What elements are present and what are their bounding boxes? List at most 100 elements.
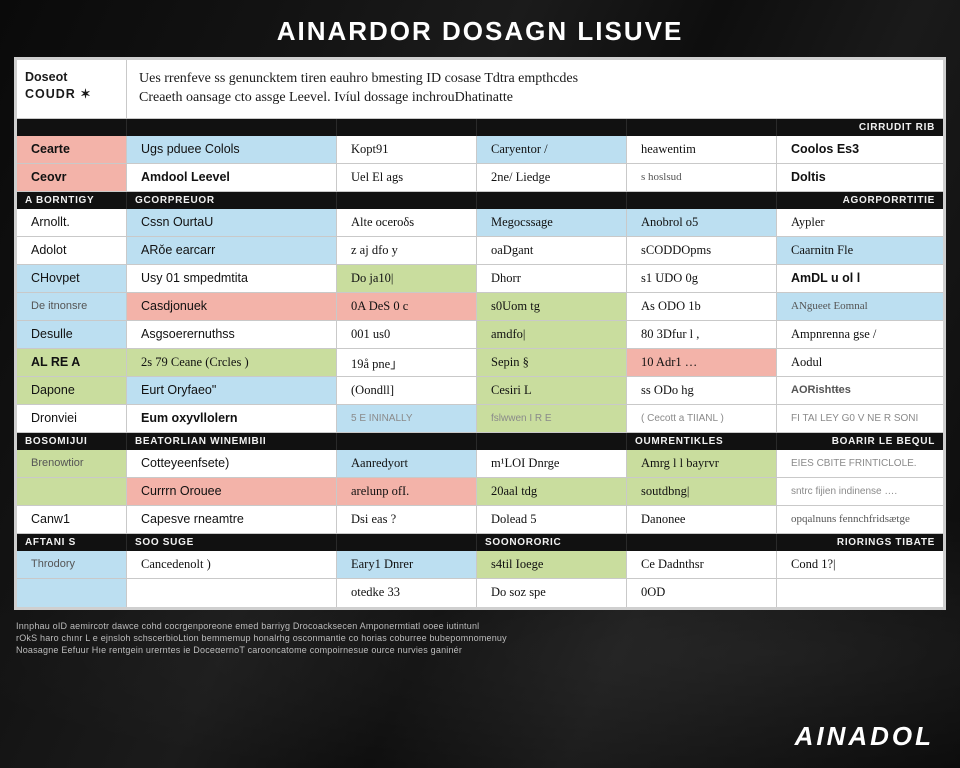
section-header-cell: CIRRUDIT RIB bbox=[777, 119, 943, 136]
section-header-cell bbox=[477, 192, 627, 209]
section-header-cell: OUMRENTIKLES bbox=[627, 433, 777, 450]
table-cell: Adolot bbox=[17, 237, 127, 264]
table-cell: EIES CBITE FRINTICLOLE. bbox=[777, 450, 943, 477]
table-cell: Do soz spe bbox=[477, 579, 627, 607]
table-cell: Alte oceroδs bbox=[337, 209, 477, 236]
table-cell: ( Cecott a TIIANL ) bbox=[627, 405, 777, 432]
table-cell: Amdool Leevel bbox=[127, 164, 337, 191]
table-row: ThrodoryCancedenolt )Eary1 Dnrers4til Io… bbox=[17, 551, 943, 579]
table-cell: Arnollt. bbox=[17, 209, 127, 236]
table-cell: (Oondll] bbox=[337, 377, 477, 404]
table-cell: As ODO 1b bbox=[627, 293, 777, 320]
table-cell: 0OD bbox=[627, 579, 777, 607]
table-row: Canw1Capesve rneamtreDsi eas ?Dolead 5Da… bbox=[17, 506, 943, 534]
section-header-cell bbox=[627, 192, 777, 209]
table-cell: Eurt Oryfaeo" bbox=[127, 377, 337, 404]
table-cell: otedke 33 bbox=[337, 579, 477, 607]
table-cell: 20aal tdg bbox=[477, 478, 627, 505]
table-cell: s4til Ioege bbox=[477, 551, 627, 578]
table-cell: Sepin § bbox=[477, 349, 627, 376]
section-header-cell: Bosomijui bbox=[17, 433, 127, 450]
table-cell: 001 us0 bbox=[337, 321, 477, 348]
section-header: CIRRUDIT RIB bbox=[17, 119, 943, 136]
table-cell: Dapone bbox=[17, 377, 127, 404]
table-cell: sntrc fijien indinense …. bbox=[777, 478, 943, 505]
table-cell: ss ODo hg bbox=[627, 377, 777, 404]
table-row: CeovrAmdool LeevelUel El ags2ne/ Liedges… bbox=[17, 164, 943, 192]
table-cell: Coolos Es3 bbox=[777, 136, 943, 163]
table-cell bbox=[17, 579, 127, 607]
table-row: CHovpetUsy 01 smpedmtitaDo ja10|Dhorrs1 … bbox=[17, 265, 943, 293]
table-cell: opqalnuns fennchfridsætge bbox=[777, 506, 943, 533]
table-cell: Caryentor / bbox=[477, 136, 627, 163]
table-cell bbox=[777, 579, 943, 607]
table-cell: Desulle bbox=[17, 321, 127, 348]
table-cell: ANgueet Eomnal bbox=[777, 293, 943, 320]
section-header-cell bbox=[627, 119, 777, 136]
table-cell: Capesve rneamtre bbox=[127, 506, 337, 533]
table-cell bbox=[127, 579, 337, 607]
table-row: CearteUgs pduee CololsKopt91Caryentor /h… bbox=[17, 136, 943, 164]
table-cell: AmDL u ol l bbox=[777, 265, 943, 292]
table-cell: 5 E ININALLY bbox=[337, 405, 477, 432]
table-cell: De itnonsre bbox=[17, 293, 127, 320]
table-cell: Kopt91 bbox=[337, 136, 477, 163]
table-cell: Amrg l l bayrvr bbox=[627, 450, 777, 477]
table-cell: Dronviei bbox=[17, 405, 127, 432]
table-row: Currrn Oroueearelunp ofI.20aal tdgsoutdb… bbox=[17, 478, 943, 506]
table-cell: Throdory bbox=[17, 551, 127, 578]
section-header: BosomijuiBEATORLIAN WINEMIBIIOUMRENTIKLE… bbox=[17, 433, 943, 450]
section-header-cell bbox=[477, 119, 627, 136]
table-cell: 10 Adr1 … bbox=[627, 349, 777, 376]
table-row: AdolotARǒe earcarrz aj dfo yoaDgantsCODD… bbox=[17, 237, 943, 265]
table-cell: Ceovr bbox=[17, 164, 127, 191]
footer-line: Innphau oID aemircotr dawce cohd cocrgen… bbox=[16, 620, 944, 632]
table-cell: s0Uom tg bbox=[477, 293, 627, 320]
section-header-cell bbox=[627, 534, 777, 551]
table-row: DaponeEurt Oryfaeo"(Oondll]Cesiri Lss OD… bbox=[17, 377, 943, 405]
table-cell: Doltis bbox=[777, 164, 943, 191]
table-cell: CHovpet bbox=[17, 265, 127, 292]
table-cell: Usy 01 smpedmtita bbox=[127, 265, 337, 292]
section-header-cell bbox=[337, 433, 477, 450]
table-cell: m¹LOI Dnrge bbox=[477, 450, 627, 477]
table-cell: Ce Dadnthsr bbox=[627, 551, 777, 578]
table-cell: amdfo| bbox=[477, 321, 627, 348]
table-cell: Casdjonuek bbox=[127, 293, 337, 320]
table-cell: 0A DeS 0 c bbox=[337, 293, 477, 320]
section-header-cell: SOO SUGE bbox=[127, 534, 337, 551]
table-cell: Uel El ags bbox=[337, 164, 477, 191]
table-row: AL RE A2s 79 Ceane (Crcles )19å pne」Sepi… bbox=[17, 349, 943, 377]
intro-right-1: Ues rrenfeve ss genuncktem tiren eauhro … bbox=[139, 70, 931, 89]
footer-text: Innphau oID aemircotr dawce cohd cocrgen… bbox=[14, 610, 946, 656]
table-row: De itnonsreCasdjonuek0A DeS 0 cs0Uom tgA… bbox=[17, 293, 943, 321]
table-cell: Cssn OurtaU bbox=[127, 209, 337, 236]
table-cell bbox=[17, 478, 127, 505]
table-cell: Cancedenolt ) bbox=[127, 551, 337, 578]
table-cell: AORishtŧes bbox=[777, 377, 943, 404]
table-cell: AL RE A bbox=[17, 349, 127, 376]
footer-line: rOkS haro chınr L e ejnsloh schscerbioLt… bbox=[16, 632, 944, 644]
intro-left-2: COUDR ✶ bbox=[25, 86, 118, 101]
table-cell: Cesiri L bbox=[477, 377, 627, 404]
section-header-cell bbox=[337, 119, 477, 136]
table-cell: Aypler bbox=[777, 209, 943, 236]
table-cell: fslwwen I R E bbox=[477, 405, 627, 432]
table-cell: s1 UDO 0g bbox=[627, 265, 777, 292]
section-header-cell bbox=[127, 119, 337, 136]
section-header-cell bbox=[337, 534, 477, 551]
table-cell: Cotteyeenfsete) bbox=[127, 450, 337, 477]
table-row: otedke 33Do soz spe0OD bbox=[17, 579, 943, 607]
section-header-cell: A BORNTIGY bbox=[17, 192, 127, 209]
table-cell: 80 3Dfur l , bbox=[627, 321, 777, 348]
table-cell: s hoslsud bbox=[627, 164, 777, 191]
table-cell: heawentim bbox=[627, 136, 777, 163]
table-cell: Asgsoerernuthss bbox=[127, 321, 337, 348]
page-title: AINARDOR DOSAGN LISUVE bbox=[14, 12, 946, 57]
table-cell: Do ja10| bbox=[337, 265, 477, 292]
table-cell: 2ne/ Liedge bbox=[477, 164, 627, 191]
footer-line: Noasagne Eefuur Hıe rentgein urerntes ie… bbox=[16, 644, 944, 656]
table-row: DronvieiEum oxyvllolern5 E ININALLYfslww… bbox=[17, 405, 943, 433]
table-cell: Dolead 5 bbox=[477, 506, 627, 533]
table-cell: Caarnitn Fle bbox=[777, 237, 943, 264]
